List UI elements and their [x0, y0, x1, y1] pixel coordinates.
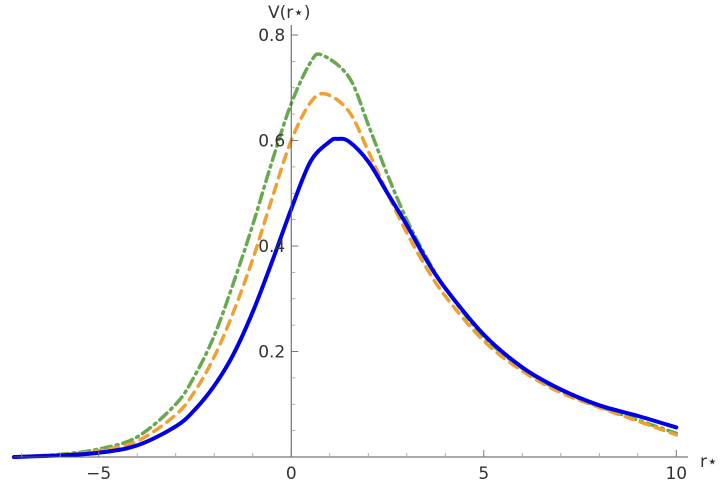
- y-tick-label: 0.2: [258, 343, 285, 363]
- series-layer: [12, 52, 679, 459]
- y-tick-label: 0.8: [258, 26, 285, 46]
- series-line-dashed: [12, 91, 679, 459]
- x-tick-label: 10: [665, 464, 687, 484]
- y-tick-label: 0.4: [258, 237, 285, 257]
- x-axis-label: r⋆: [700, 452, 718, 472]
- y-axis-label: V(r⋆): [268, 3, 311, 23]
- x-tick-label: 5: [478, 464, 489, 484]
- x-tick-label: −5: [86, 464, 111, 484]
- y-tick-label: 0.6: [258, 132, 285, 152]
- series-line-solid: [12, 136, 679, 459]
- x-tick-label: 0: [286, 464, 297, 484]
- axes-layer: −5 0 5 10 0.2 0.4 0.6 0.8: [14, 25, 688, 484]
